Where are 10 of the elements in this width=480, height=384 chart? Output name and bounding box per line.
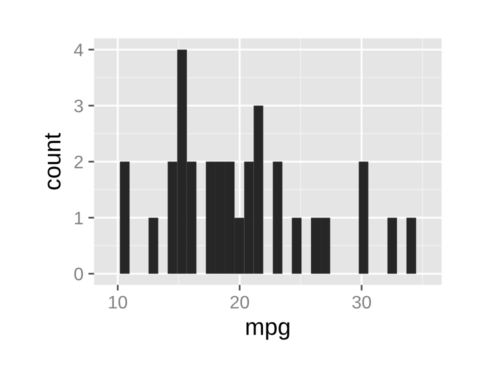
x-tick-label: 10 <box>109 296 128 309</box>
y-axis-title: count <box>45 132 61 190</box>
x-tick-label: 30 <box>352 296 371 309</box>
y-tick-label: 0 <box>74 268 83 280</box>
y-tick-label: 1 <box>75 212 83 224</box>
x-tick-label: 20 <box>230 296 250 309</box>
y-tick-label: 3 <box>74 100 83 112</box>
x-axis-title: mpg <box>246 322 290 340</box>
y-tick-label: 4 <box>74 44 84 56</box>
y-tick-label: 2 <box>74 156 83 168</box>
